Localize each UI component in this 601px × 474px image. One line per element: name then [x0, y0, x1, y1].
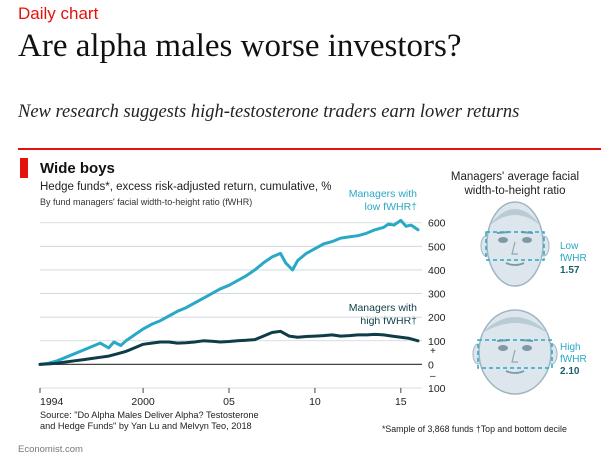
- face-low-mouth: [505, 262, 525, 266]
- face-high-nose: [511, 349, 518, 363]
- series-label-low-line2: low fWHR†: [364, 201, 417, 213]
- y-sign-minus: –: [430, 371, 436, 382]
- face-high-eye-right: [522, 345, 532, 351]
- series-label-low-fwhr: Managers with low fWHR†: [349, 188, 417, 214]
- face-high-label: High fWHR 2.10: [560, 342, 600, 378]
- face-low-nose: [511, 241, 518, 255]
- y-tick-label: 100: [428, 383, 446, 395]
- series-line-high-fwhr: [38, 329, 420, 366]
- chart-footnote: *Sample of 3,868 funds †Top and bottom d…: [382, 424, 567, 434]
- x-tick-label: 1994: [40, 396, 64, 408]
- faces-title: Managers' average facial width-to-height…: [440, 170, 590, 198]
- chart-red-flag: [20, 158, 28, 178]
- faces-title-line2: width-to-height ratio: [464, 185, 566, 197]
- y-tick-label: 100: [428, 336, 446, 348]
- face-low-hair: [489, 209, 541, 226]
- chart-source: Source: "Do Alpha Males Deliver Alpha? T…: [40, 410, 280, 432]
- kicker-label[interactable]: Daily chart: [18, 4, 99, 23]
- series-label-low-line1: Managers with: [348, 188, 417, 200]
- chart-subtitle-2: By fund managers' facial width-to-height…: [40, 197, 253, 207]
- face-high-value: 2.10: [560, 366, 580, 377]
- face-high-mouth: [505, 370, 525, 374]
- face-low-label-2: fWHR: [560, 253, 587, 264]
- x-tick-label: 15: [395, 396, 407, 408]
- y-tick-label: 200: [428, 312, 446, 324]
- faces-title-line1: Managers' average facial: [450, 171, 580, 183]
- x-tick-label: 10: [309, 396, 321, 408]
- y-tick-label: 600: [428, 218, 446, 230]
- chart-top-rule: [18, 148, 601, 150]
- y-tick-label: 400: [428, 265, 446, 277]
- source-line-2: and Hedge Funds" by Yan Lu and Melvyn Te…: [40, 421, 252, 431]
- face-low-eye-right: [522, 237, 532, 243]
- face-low-fwhr-box: [485, 231, 545, 261]
- face-low-eye-left: [498, 237, 508, 243]
- y-tick-label: 300: [428, 289, 446, 301]
- face-low-value: 1.57: [560, 265, 580, 276]
- face-low-label: Low fWHR 1.57: [560, 241, 600, 277]
- y-sign-plus: +: [430, 346, 436, 357]
- chart-panel: [18, 148, 601, 454]
- face-high-eye-left: [498, 345, 508, 351]
- credit-label[interactable]: Economist.com: [18, 444, 83, 455]
- series-label-high-line1: Managers with: [348, 302, 417, 314]
- x-tick-label: 05: [223, 396, 235, 408]
- face-high-hair: [481, 317, 549, 334]
- y-tick-label: 0: [428, 359, 434, 371]
- headline: Are alpha males worse investors?: [18, 28, 462, 64]
- standfirst: New research suggests high-testosterone …: [18, 102, 520, 122]
- y-tick-label: 500: [428, 241, 446, 253]
- chart-subtitle: Hedge funds*, excess risk-adjusted retur…: [40, 181, 332, 193]
- x-tick-label: 2000: [131, 396, 155, 408]
- chart-title: Wide boys: [40, 160, 115, 177]
- face-high-label-1: High: [560, 342, 581, 353]
- source-line-1: Source: "Do Alpha Males Deliver Alpha? T…: [40, 410, 259, 420]
- series-label-high-line2: high fWHR†: [360, 315, 417, 327]
- face-low-label-1: Low: [560, 241, 579, 252]
- face-high-fwhr-box: [477, 339, 553, 369]
- face-high-label-2: fWHR: [560, 354, 587, 365]
- series-line-low-fwhr: [38, 218, 420, 366]
- series-label-high-fwhr: Managers with high fWHR†: [349, 302, 417, 328]
